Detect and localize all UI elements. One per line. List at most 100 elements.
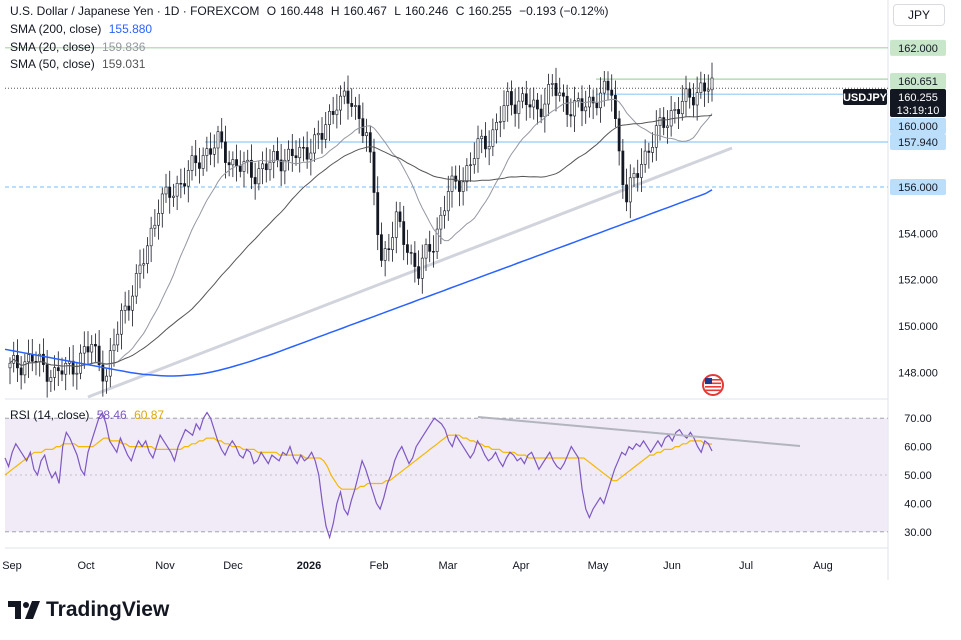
symbol-badge-text: USDJPY (843, 92, 888, 104)
candle (580, 98, 584, 112)
candle (153, 224, 157, 229)
candle (324, 124, 328, 140)
time-label-oct: Oct (77, 560, 94, 572)
price-tick-148-000: 148.000 (898, 367, 938, 379)
time-label-2026: 2026 (297, 560, 321, 572)
candle (190, 155, 194, 171)
candle (116, 333, 120, 346)
candle (328, 110, 331, 125)
candle (313, 134, 316, 154)
candle (276, 151, 279, 161)
candle (420, 257, 424, 279)
candle (677, 109, 680, 115)
sma200-legend[interactable]: SMA (200, close) 155.880 (10, 22, 156, 36)
rsi-value: 58.46 (96, 408, 127, 422)
candle (495, 121, 498, 131)
symbol-legend: U.S. Dollar / Japanese Yen · 1D · FOREXC… (10, 4, 613, 18)
candle (19, 367, 23, 376)
candle (647, 150, 651, 153)
time-label-mar: Mar (439, 560, 458, 572)
candle (212, 147, 216, 155)
sma50-value: 159.031 (102, 57, 146, 71)
sma20-legend[interactable]: SMA (20, close) 159.836 (10, 40, 149, 54)
rsi-tick-40-00: 40.00 (904, 498, 932, 510)
sma50-line (9, 114, 713, 368)
candle (127, 305, 131, 311)
price-change: −0.193 (−0.12%) (519, 4, 609, 18)
candle (283, 159, 287, 172)
candle (651, 147, 654, 153)
candle (242, 161, 246, 172)
candle (365, 132, 368, 137)
candle (268, 161, 272, 171)
candle (290, 148, 294, 156)
candle (402, 221, 406, 245)
candle (569, 114, 573, 117)
candle (205, 148, 209, 156)
time-label-dec: Dec (223, 560, 243, 572)
candle (643, 150, 647, 165)
candle (498, 121, 502, 123)
candle (521, 93, 524, 102)
candle (450, 175, 454, 192)
candle (220, 131, 224, 143)
candle (458, 180, 461, 192)
ohlc-high: H 160.467 (330, 4, 387, 18)
candle (224, 141, 227, 163)
candle (376, 192, 380, 235)
candle (699, 82, 703, 93)
candle (94, 344, 97, 347)
candle (595, 102, 599, 109)
candle (316, 133, 320, 136)
candle (484, 135, 487, 150)
rsi-tick-30-00: 30.00 (904, 527, 932, 539)
candle (339, 95, 342, 111)
time-label-jun: Jun (663, 560, 681, 572)
rsi-tick-60-00: 60.00 (904, 442, 932, 454)
candle (198, 162, 201, 169)
candle (394, 211, 398, 238)
candle (625, 184, 628, 203)
candle (387, 248, 391, 250)
candle (175, 183, 179, 197)
candle (599, 92, 602, 109)
candle (231, 159, 235, 166)
candle (120, 310, 123, 335)
candle (45, 364, 49, 382)
candle (134, 273, 138, 297)
rsi-tick-70-00: 70.00 (904, 413, 932, 425)
candle (469, 164, 472, 166)
candle (710, 77, 714, 91)
candle (305, 147, 309, 160)
price-label-156-000-bg (890, 178, 946, 195)
rsi-legend[interactable]: RSI (14, close) 58.46 60.87 (10, 408, 168, 422)
candle (428, 244, 432, 252)
price-label-162-000: 162.000 (898, 43, 938, 55)
symbol-title: U.S. Dollar / Japanese Yen · 1D · FOREXC… (10, 4, 260, 18)
price-tick-150-000: 150.000 (898, 321, 938, 333)
candle (510, 91, 513, 106)
candle (56, 367, 60, 372)
time-label-may: May (588, 560, 609, 572)
candle (235, 159, 238, 167)
candle (554, 83, 558, 96)
candle (346, 90, 350, 104)
candle (90, 344, 94, 353)
candle (513, 104, 517, 114)
candle (49, 377, 53, 382)
currency-button[interactable]: JPY (893, 4, 945, 26)
candle (454, 175, 458, 182)
sma50-label: SMA (50, close) (10, 57, 95, 71)
candle (342, 90, 346, 97)
sma50-legend[interactable]: SMA (50, close) 159.031 (10, 57, 149, 71)
candle (547, 84, 550, 105)
candle (149, 227, 153, 247)
candle (443, 210, 446, 216)
tradingview-logo[interactable]: TradingView (8, 598, 169, 622)
candle (298, 147, 302, 159)
candle (186, 170, 190, 187)
candle (227, 162, 231, 166)
last-price-badge (890, 89, 946, 117)
candle (684, 88, 688, 102)
